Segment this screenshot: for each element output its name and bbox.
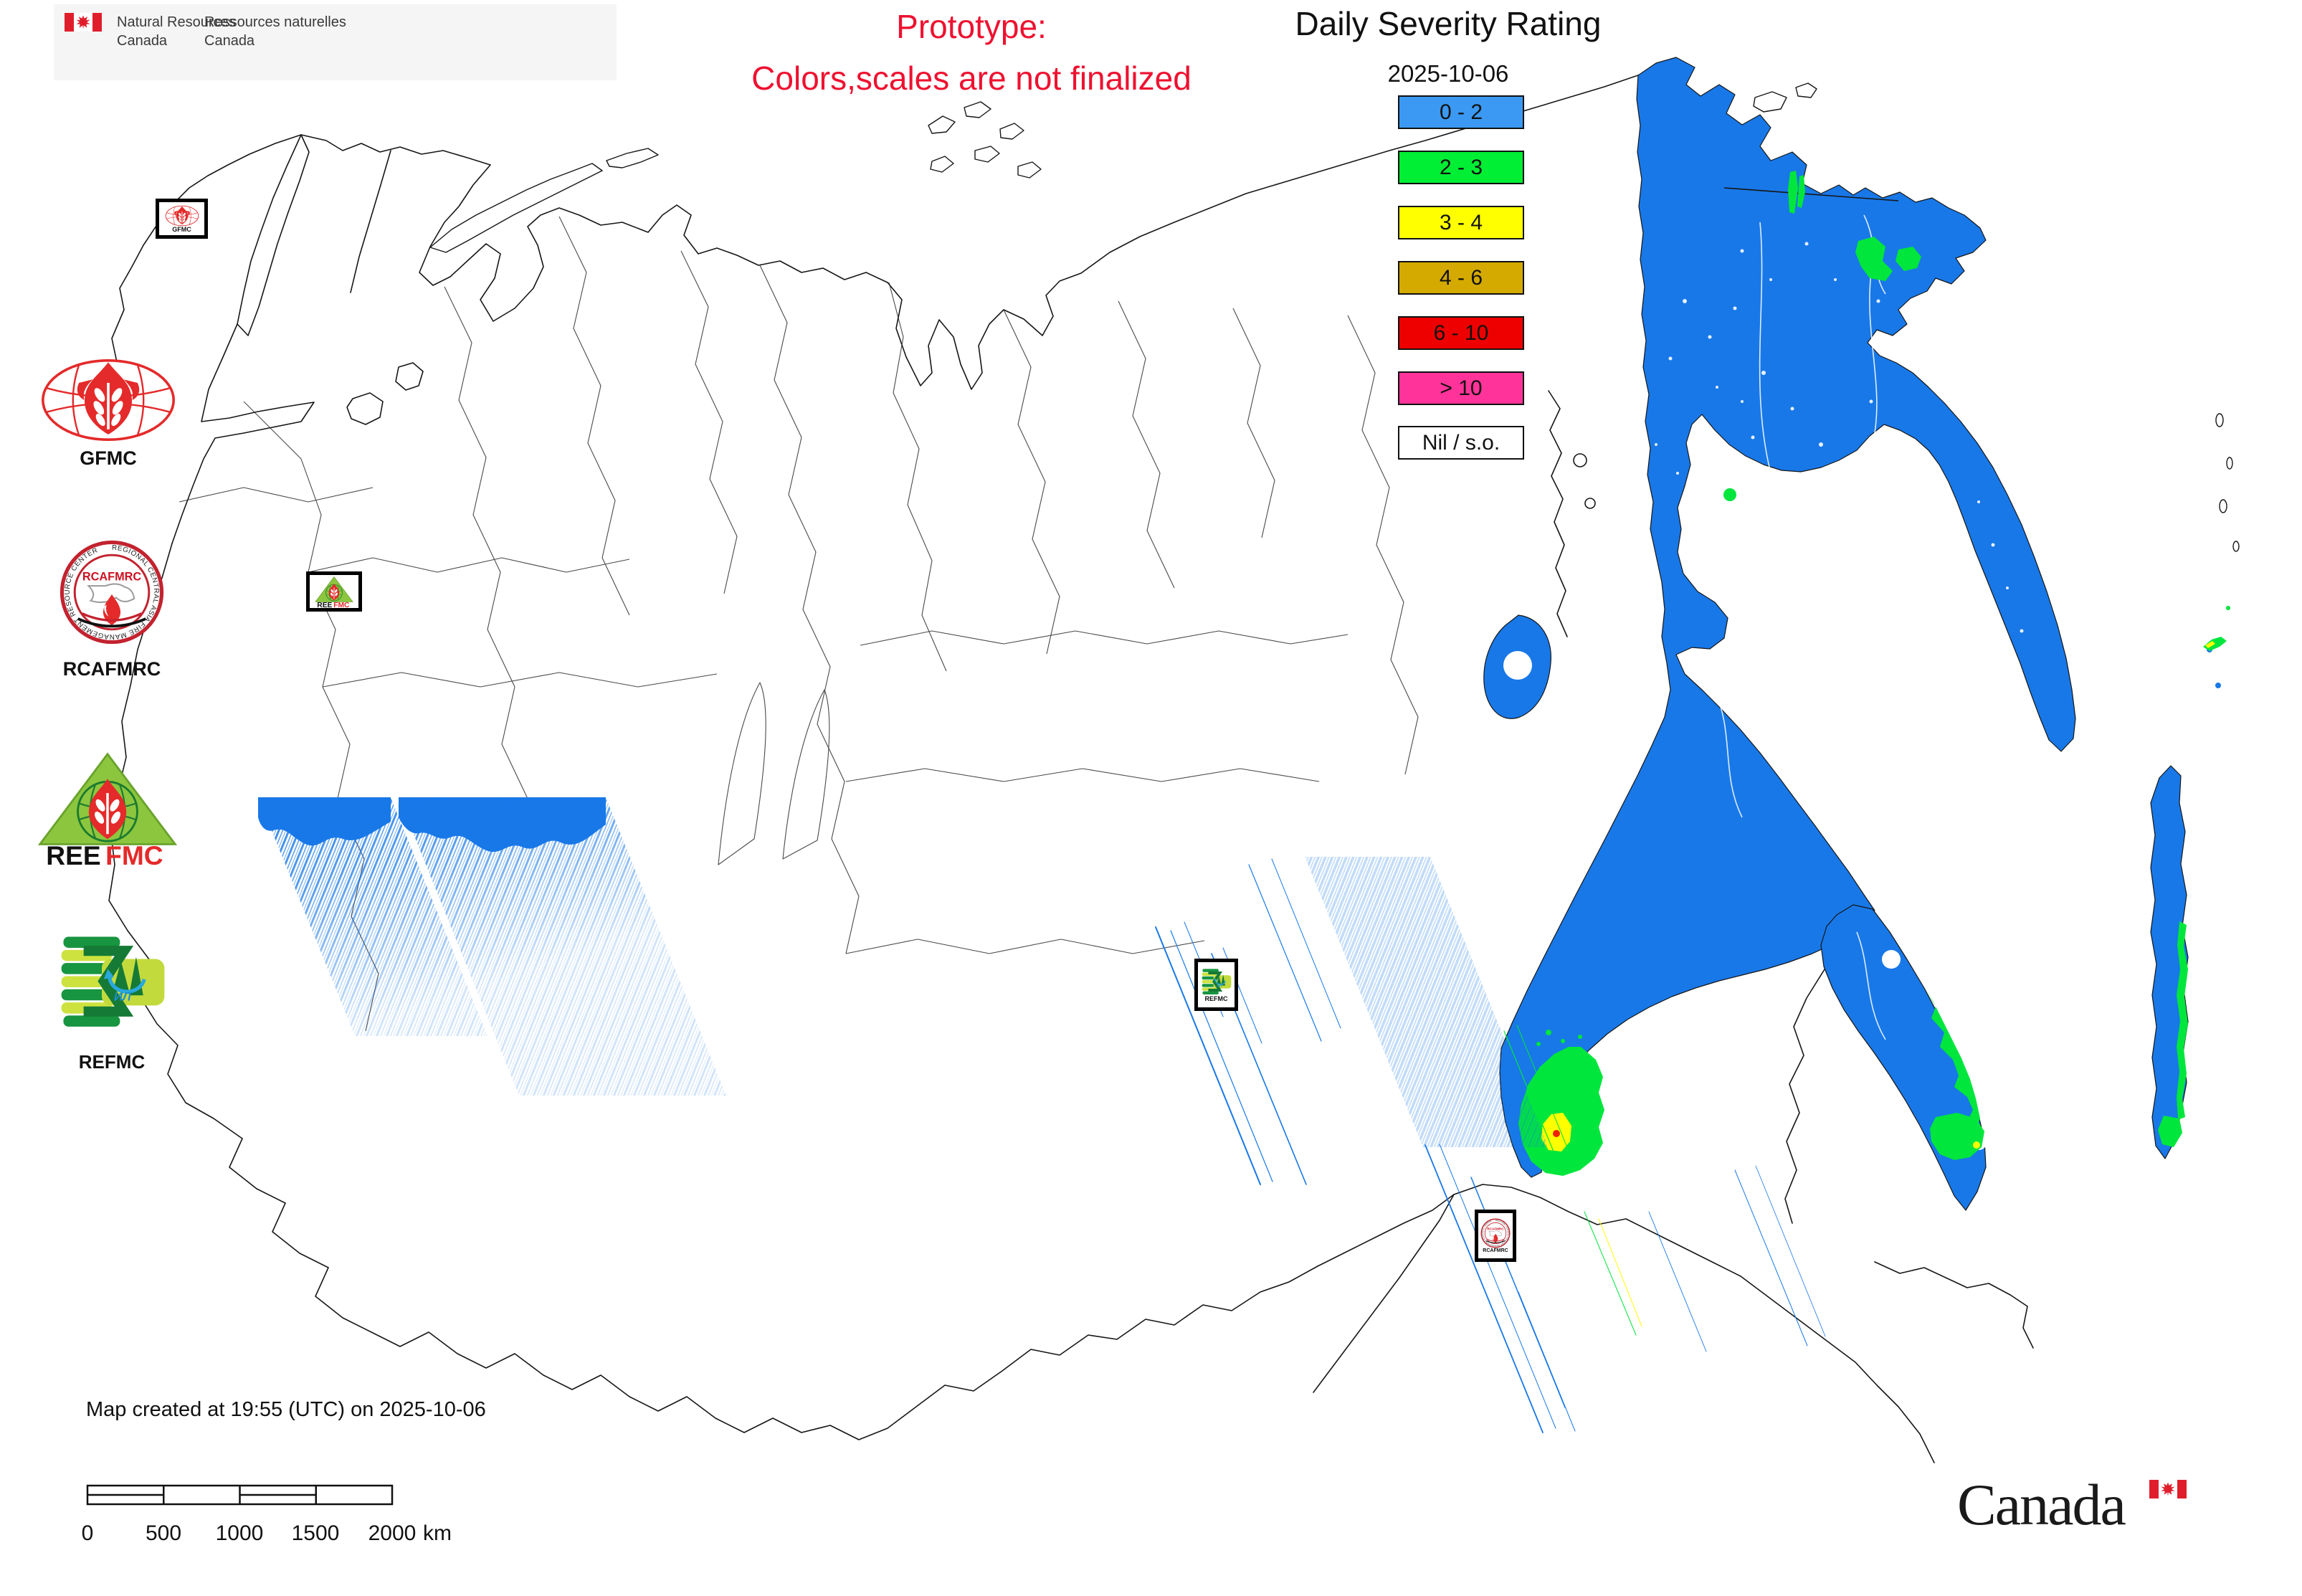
refmc-marker-icon (1201, 967, 1232, 996)
dsr-blue-region (1483, 57, 2221, 1211)
nrcan-fr-line1: Ressources naturelles (204, 14, 346, 30)
map-created-text: Map created at 19:55 (UTC) on 2025-10-06 (86, 1398, 486, 1421)
prototype-notice-line2: Colors,scales are not finalized (751, 60, 1192, 97)
legend-item-6-10: 6 - 10 (1398, 316, 1524, 350)
arctic-islands (429, 82, 2240, 552)
legend-item-3-4: 3 - 4 (1398, 206, 1524, 239)
legend-title: Daily Severity Rating (1295, 5, 1602, 42)
legend-label: 3 - 4 (1439, 210, 1483, 234)
legend-label: 4 - 6 (1439, 265, 1483, 290)
legend-label: 0 - 2 (1439, 100, 1483, 124)
nrcan-french: Ressources naturelles Canada (204, 13, 346, 50)
scale-tick-2000: 2000 (368, 1521, 417, 1545)
gfmc-logo-label: GFMC (80, 447, 137, 469)
legend-label: > 10 (1440, 376, 1483, 400)
reefmc-marker-icon (314, 576, 354, 608)
blue-region-rivers (1713, 214, 1886, 1040)
legend-item-2-3: 2 - 3 (1398, 151, 1524, 184)
coastline-borders (107, 75, 2034, 1463)
canada-flag-icon (65, 10, 102, 34)
chukotka-border-line (1723, 187, 1899, 201)
legend-item-0-2: 0 - 2 (1398, 95, 1524, 129)
map-marker-reefmc (306, 571, 362, 612)
blue-main-mass (1499, 57, 2076, 1178)
scale-unit: km (423, 1521, 452, 1545)
nrcan-english: Natural Resources Canada (117, 13, 236, 50)
legend-label: 6 - 10 (1433, 320, 1489, 345)
rcafmrc-logo (59, 539, 165, 645)
refmc-marker-label: REFMC (1204, 995, 1228, 1002)
map-marker-rcafmrc: RCAFMRC (1475, 1210, 1516, 1262)
nrcan-en-line2: Canada (117, 33, 168, 49)
canada-wordmark: Canada (1951, 1471, 2224, 1550)
legend-item-nil: Nil / s.o. (1398, 426, 1524, 460)
gfmc-marker-icon (163, 205, 201, 227)
rcafmrc-marker-label: RCAFMRC (1483, 1248, 1508, 1253)
gfmc-logo (39, 357, 177, 443)
legend-item-gt10: > 10 (1398, 371, 1524, 405)
legend-date: 2025-10-06 (1387, 60, 1509, 87)
interior-borders (179, 216, 1419, 1032)
canada-wordmark-text: Canada (1957, 1472, 2126, 1537)
scale-tick-0: 0 (82, 1521, 94, 1545)
nrcan-signature-band (54, 4, 617, 80)
prototype-notice-line1: Prototype: (896, 8, 1047, 45)
refmc-logo-label: REFMC (78, 1051, 146, 1073)
scale-bar: 0 500 1000 1500 2000 km (82, 1484, 452, 1545)
nrcan-en-line1: Natural Resources (117, 14, 236, 30)
nrcan-fr-line2: Canada (204, 33, 255, 49)
legend-label: Nil / s.o. (1422, 430, 1500, 455)
map-marker-gfmc: GFMC (156, 199, 208, 239)
legend-item-4-6: 4 - 6 (1398, 261, 1524, 295)
legend-label: 2 - 3 (1439, 155, 1483, 179)
rcafmrc-logo-label: RCAFMRC (62, 658, 161, 680)
canada-wordmark-flag-icon (2149, 1480, 2187, 1498)
map-marker-refmc: REFMC (1194, 959, 1238, 1011)
scale-tick-1500: 1500 (292, 1521, 340, 1545)
rcafmrc-marker-icon (1480, 1218, 1511, 1248)
scale-tick-500: 500 (146, 1521, 181, 1545)
gfmc-marker-label: GFMC (172, 225, 191, 233)
reefmc-logo (36, 750, 179, 867)
streak-artifacts (258, 797, 1826, 1433)
refmc-logo (57, 931, 168, 1032)
blue-region-holes (1503, 242, 2024, 1150)
scale-tick-1000: 1000 (216, 1521, 264, 1545)
